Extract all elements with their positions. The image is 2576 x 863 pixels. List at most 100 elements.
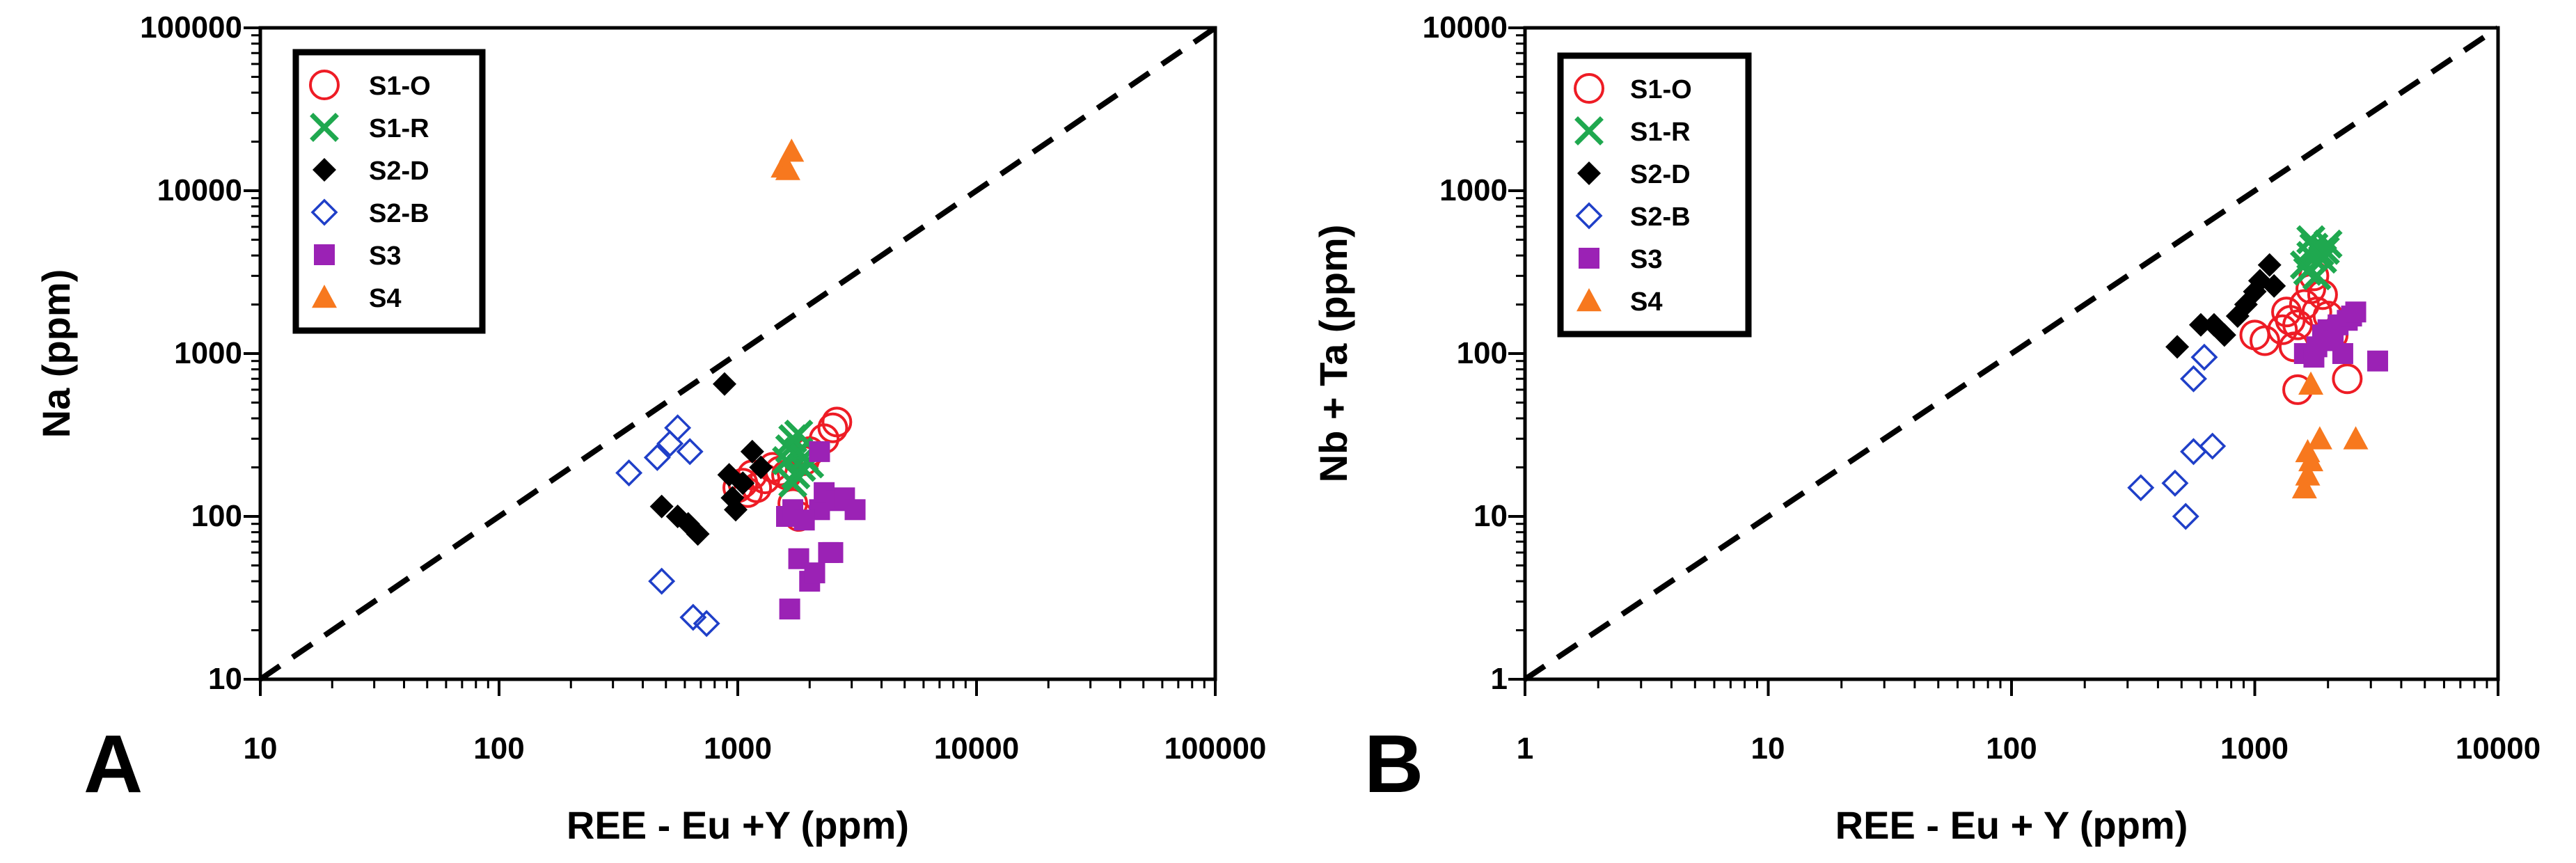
panel-a-xtick-label: 100 <box>473 731 524 766</box>
panel-a-legend-marker-s2-d <box>313 158 336 182</box>
panel-b-point-s2-b <box>2161 469 2189 497</box>
panel-b: 1 10 100 1000 10000 1 10 100 1000 10000 … <box>1311 10 2541 847</box>
panel-b-point-s4 <box>2343 426 2369 450</box>
panel-b-point-s2-b <box>2190 343 2218 371</box>
panel-a-xtick-label: 100000 <box>1164 731 1267 766</box>
panel-a-point-s2-b <box>676 438 704 466</box>
panel-a-point-s2-d <box>649 494 674 518</box>
panel-a-legend-markers <box>309 70 340 308</box>
panel-a-point-s3 <box>844 499 866 521</box>
panel-a-point-s2-b <box>693 610 720 638</box>
panel-b-legend-label: S3 <box>1630 245 1662 274</box>
panel-a-legend-marker-s3 <box>314 244 335 265</box>
panel-b-ytick-label: 10000 <box>1423 10 1508 45</box>
panel-b-point-s3 <box>2303 347 2325 368</box>
panel-b-point-s2-d <box>2165 335 2190 359</box>
panel-a-point-s1-r <box>784 419 814 449</box>
panel-a-point-s2-d <box>720 486 745 510</box>
panel-b-point-s2-b <box>2127 474 2155 502</box>
panel-a-xaxis-title: REE - Eu +Y (ppm) <box>567 803 909 847</box>
panel-b-yaxis-title: Nb + Ta (ppm) <box>1311 225 1355 483</box>
panel-a-point-s2-b <box>679 603 707 631</box>
panel-a-data-points <box>615 138 866 638</box>
panel-a-point-s2-b <box>648 567 676 595</box>
panel-b-point-s2-b <box>2172 502 2199 530</box>
panel-b-xtick-label: 1000 <box>2220 731 2289 766</box>
panel-b-point-s3 <box>2345 301 2366 323</box>
panel-a-xtick-label: 10 <box>244 731 278 766</box>
panel-a-letter: A <box>84 718 143 810</box>
panel-b-xtick-label: 10000 <box>2456 731 2541 766</box>
panel-b-data-points <box>2127 225 2389 530</box>
panel-b-point-s1-r <box>2296 225 2325 255</box>
panel-a-legend-label: S3 <box>369 242 401 271</box>
panel-a-legend-label: S2-B <box>369 199 429 228</box>
panel-a-legend-label: S1-O <box>369 72 431 101</box>
panel-a-legend-label: S2-D <box>369 157 429 186</box>
panel-b-point-s1-o <box>2239 319 2270 351</box>
panel-b-point-s2-d <box>2188 312 2213 337</box>
panel-b-legend-label: S1-O <box>1630 75 1692 104</box>
panel-b-point-s4 <box>2295 438 2321 463</box>
panel-a-ticks <box>244 26 1217 696</box>
panel-a-point-s3 <box>779 599 800 620</box>
panel-b-point-s2-b <box>2180 365 2207 393</box>
panel-a-point-s2-d <box>731 471 755 496</box>
panel-a-legend: S1-O S1-R S2-D S2-B S3 S4 <box>292 49 486 334</box>
panel-b-legend-label: S2-B <box>1630 203 1691 232</box>
panel-a-legend-label: S4 <box>369 284 401 313</box>
panel-a-legend-label: S1-R <box>369 114 429 143</box>
panel-b-ytick-label: 100 <box>1457 336 1508 370</box>
panel-a-yaxis-title: Na (ppm) <box>34 269 78 438</box>
panel-a-ytick-label: 10 <box>208 662 242 696</box>
panel-b-point-s4 <box>2307 426 2332 450</box>
panel-b-point-s4 <box>2295 462 2321 486</box>
panel-b-point-s1-o <box>2267 314 2298 345</box>
panel-a-point-s3 <box>804 562 825 584</box>
panel-a-point-s4 <box>775 157 800 180</box>
panel-b-xtick-label: 10 <box>1751 731 1785 766</box>
panel-a-point-s2-d <box>712 372 736 396</box>
panel-a-ytick-label: 10000 <box>157 173 242 207</box>
panel-b-point-s1-o <box>2249 325 2280 356</box>
panel-a-point-s1-o <box>817 412 848 443</box>
panel-a-point-s2-d <box>740 439 764 464</box>
panel-b-legend-markers <box>1574 73 1604 312</box>
panel-b-legend-marker-s4 <box>1577 288 1602 312</box>
panel-a-point-s3 <box>809 441 830 462</box>
panel-a-ytick-label: 100 <box>191 499 242 533</box>
panel-a-point-s1-o <box>821 406 853 438</box>
panel-b-point-s2-b <box>2199 432 2227 460</box>
panel-a-point-s2-b <box>643 443 671 471</box>
panel-a-point-s3 <box>818 541 839 563</box>
panel-b-legend-marker-s2-d <box>1577 161 1601 185</box>
panel-a-xtick-label: 1000 <box>704 731 772 766</box>
panel-b-point-s2-d <box>2257 253 2282 277</box>
panel-b-ticks <box>1508 26 2499 696</box>
panel-a-point-s3 <box>793 509 815 531</box>
panel-b-legend-marker-s3 <box>1579 248 1599 269</box>
panel-a-legend-marker-s2-b <box>310 198 338 226</box>
panel-b-ytick-label: 1000 <box>1439 173 1508 207</box>
panel-a-point-s2-b <box>615 459 643 486</box>
panel-b-xaxis-title: REE - Eu + Y (ppm) <box>1835 803 2188 847</box>
panel-a-legend-marker-s4 <box>312 285 337 308</box>
panel-a-point-s2-d <box>749 455 773 480</box>
panel-b-point-s3 <box>2332 343 2353 364</box>
panel-b-legend-label: S4 <box>1630 287 1662 317</box>
panel-b-point-s2-d <box>2212 323 2236 347</box>
panel-b-point-s1-o <box>2332 363 2363 395</box>
panel-a: 10 100 1000 10000 100000 10 100 1000 100… <box>34 10 1266 847</box>
panel-b-legend-label: S2-D <box>1630 160 1691 189</box>
panel-a-ytick-label: 1000 <box>174 336 242 370</box>
panel-a-point-s2-b <box>664 414 692 442</box>
panel-b-ytick-label: 10 <box>1473 499 1508 533</box>
panel-b-point-s1-r <box>2310 235 2340 265</box>
panel-b-xtick-label: 100 <box>1986 731 2037 766</box>
panel-b-legend-marker-s1-o <box>1574 73 1604 104</box>
panel-a-legend-marker-s1-o <box>309 70 340 100</box>
panel-b-legend-marker-s1-r <box>1574 116 1604 145</box>
panel-b-ytick-label: 1 <box>1491 662 1508 696</box>
panel-a-xtick-label: 10000 <box>934 731 1019 766</box>
